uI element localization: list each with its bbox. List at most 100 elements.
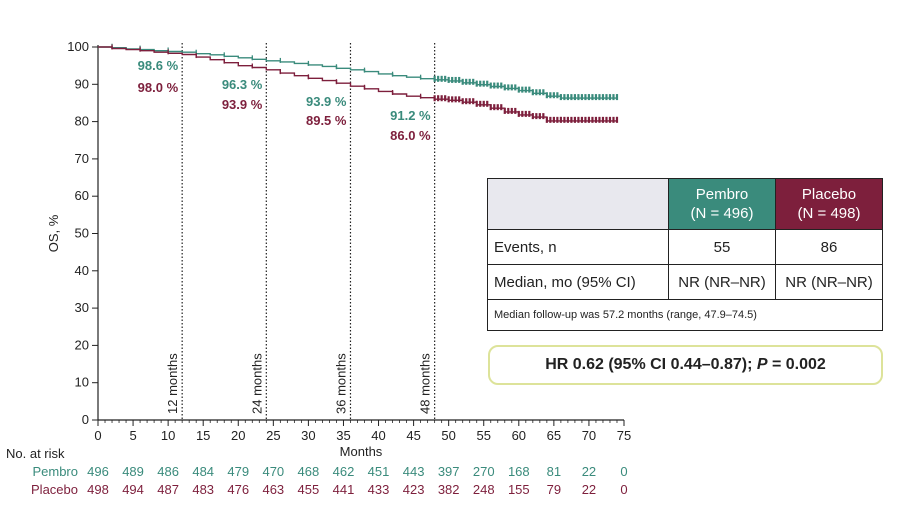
risk-value-pembro: 489 xyxy=(122,464,144,479)
risk-value-pembro: 443 xyxy=(403,464,425,479)
y-tick-label: 50 xyxy=(75,226,89,241)
y-tick-label: 90 xyxy=(75,76,89,91)
risk-value-pembro: 496 xyxy=(87,464,109,479)
reference-label-24: 24 months xyxy=(249,353,264,414)
axes: 0 10 20 30 40 50 60 70 80 90 100 0 5 10 15 20 25 30 35 40 45… xyxy=(46,39,631,459)
events-pembro: 55 xyxy=(668,229,776,265)
y-axis-title: OS, % xyxy=(46,214,61,252)
x-tick-label: 45 xyxy=(406,428,420,443)
x-tick-label: 20 xyxy=(231,428,245,443)
risk-value-placebo: 463 xyxy=(262,482,284,497)
x-tick-label: 65 xyxy=(547,428,561,443)
x-axis-title: Months xyxy=(340,444,383,459)
survival-label-pembro-36: 93.9 % xyxy=(306,94,347,109)
risk-value-pembro: 270 xyxy=(473,464,495,479)
survival-label-pembro-12: 98.6 % xyxy=(138,58,179,73)
risk-value-placebo: 476 xyxy=(227,482,249,497)
risk-value-pembro: 22 xyxy=(582,464,596,479)
risk-value-pembro: 462 xyxy=(333,464,355,479)
y-tick-label: 80 xyxy=(75,114,89,129)
survival-curves xyxy=(98,43,619,123)
risk-value-placebo: 79 xyxy=(547,482,561,497)
risk-value-pembro: 479 xyxy=(227,464,249,479)
x-tick-label: 0 xyxy=(94,428,101,443)
risk-value-pembro: 397 xyxy=(438,464,460,479)
pembro-header-name: Pembro xyxy=(695,186,749,203)
summary-header-pembro: Pembro (N = 496) xyxy=(668,178,776,230)
y-tick-label: 20 xyxy=(75,337,89,352)
survival-label-placebo-36: 89.5 % xyxy=(306,113,347,128)
summary-table: Pembro (N = 496) Placebo (N = 498) Event… xyxy=(487,178,883,331)
hazard-ratio-box: HR 0.62 (95% CI 0.44–0.87); P = 0.002 xyxy=(488,345,883,385)
hr-p-label: P xyxy=(756,356,768,373)
risk-value-pembro: 168 xyxy=(508,464,530,479)
risk-table-title: No. at risk xyxy=(6,446,65,461)
hr-suffix: = 0.002 xyxy=(767,356,826,373)
risk-value-placebo: 433 xyxy=(368,482,390,497)
x-tick-label: 50 xyxy=(441,428,455,443)
pembro-header-n: (N = 496) xyxy=(690,205,754,222)
followup-footnote: Median follow-up was 57.2 months (range,… xyxy=(487,299,883,331)
risk-value-placebo: 382 xyxy=(438,482,460,497)
events-placebo: 86 xyxy=(775,229,883,265)
risk-value-placebo: 22 xyxy=(582,482,596,497)
y-tick-label: 0 xyxy=(82,412,89,427)
placebo-header-name: Placebo xyxy=(801,186,857,203)
y-tick-label: 70 xyxy=(75,151,89,166)
y-tick-label: 30 xyxy=(75,300,89,315)
risk-value-pembro: 81 xyxy=(547,464,561,479)
risk-row-label-placebo: Placebo xyxy=(31,482,78,497)
x-tick-label: 55 xyxy=(476,428,490,443)
risk-value-pembro: 468 xyxy=(298,464,320,479)
at-risk-table: No. at risk Pembro 496 489 486 484 479 470 468 46… xyxy=(6,446,628,497)
x-tick-label: 15 xyxy=(196,428,210,443)
curve-pembro xyxy=(98,46,617,99)
x-tick-label: 60 xyxy=(512,428,526,443)
survival-label-placebo-12: 98.0 % xyxy=(138,80,179,95)
risk-value-placebo: 455 xyxy=(298,482,320,497)
y-tick-label: 10 xyxy=(75,375,89,390)
events-label: Events, n xyxy=(487,229,669,265)
x-tick-label: 40 xyxy=(371,428,385,443)
risk-value-placebo: 494 xyxy=(122,482,144,497)
risk-value-placebo: 423 xyxy=(403,482,425,497)
risk-value-placebo: 0 xyxy=(620,482,627,497)
survival-label-pembro-24: 96.3 % xyxy=(222,77,263,92)
x-tick-label: 75 xyxy=(617,428,631,443)
x-tick-label: 25 xyxy=(266,428,280,443)
placebo-header-n: (N = 498) xyxy=(797,205,861,222)
y-tick-label: 40 xyxy=(75,263,89,278)
risk-value-pembro: 451 xyxy=(368,464,390,479)
reference-label-36: 36 months xyxy=(333,353,348,414)
median-pembro: NR (NR–NR) xyxy=(668,264,776,300)
hr-prefix: HR 0.62 (95% CI 0.44–0.87); xyxy=(545,356,757,373)
x-tick-label: 5 xyxy=(129,428,136,443)
risk-value-placebo: 498 xyxy=(87,482,109,497)
risk-value-pembro: 484 xyxy=(192,464,214,479)
survival-label-placebo-24: 93.9 % xyxy=(222,97,263,112)
summary-header-blank xyxy=(487,178,669,230)
survival-label-pembro-48: 91.2 % xyxy=(390,108,431,123)
risk-value-placebo: 487 xyxy=(157,482,179,497)
median-placebo: NR (NR–NR) xyxy=(775,264,883,300)
reference-label-12: 12 months xyxy=(165,353,180,414)
summary-header-placebo: Placebo (N = 498) xyxy=(775,178,883,230)
x-tick-label: 10 xyxy=(161,428,175,443)
risk-value-placebo: 248 xyxy=(473,482,495,497)
x-tick-label: 70 xyxy=(582,428,596,443)
x-tick-label: 30 xyxy=(301,428,315,443)
risk-value-pembro: 486 xyxy=(157,464,179,479)
risk-value-placebo: 483 xyxy=(192,482,214,497)
median-label: Median, mo (95% CI) xyxy=(487,264,669,300)
risk-value-pembro: 470 xyxy=(262,464,284,479)
risk-row-label-pembro: Pembro xyxy=(32,464,78,479)
y-tick-label: 100 xyxy=(67,39,89,54)
x-tick-label: 35 xyxy=(336,428,350,443)
risk-value-placebo: 441 xyxy=(333,482,355,497)
y-tick-label: 60 xyxy=(75,188,89,203)
reference-label-48: 48 months xyxy=(418,353,433,414)
risk-value-placebo: 155 xyxy=(508,482,530,497)
survival-label-placebo-48: 86.0 % xyxy=(390,128,431,143)
risk-value-pembro: 0 xyxy=(620,464,627,479)
